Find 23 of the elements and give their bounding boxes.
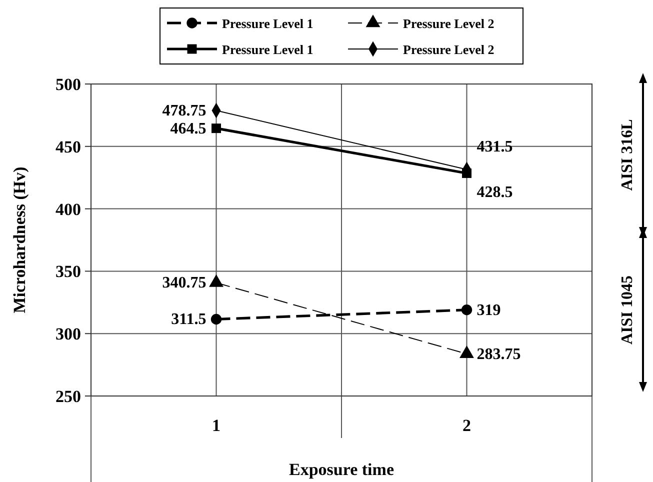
- data-label: 311.5: [171, 311, 206, 328]
- y-tick-label: 500: [56, 75, 81, 94]
- legend-label: Pressure Level 1: [222, 42, 314, 57]
- legend-label: Pressure Level 1: [222, 16, 314, 31]
- text: AISI 316L: [619, 119, 636, 191]
- y-tick-label: 450: [56, 137, 81, 156]
- data-label: 428.5: [476, 184, 513, 202]
- y-tick-label: 350: [56, 262, 81, 282]
- y-tick-label: 300: [56, 324, 81, 344]
- legend-label: Pressure Level 2: [403, 42, 494, 57]
- data-label: 283.75: [476, 346, 521, 363]
- text: AISI 1045: [619, 276, 636, 344]
- y-tick-label: 250: [56, 387, 81, 406]
- x-axis-title: Exposure time: [289, 460, 394, 479]
- x-tick-label: 2: [462, 416, 471, 435]
- legend-label: Pressure Level 2: [403, 16, 494, 31]
- y-axis-title: Microhardness (Hv): [10, 166, 29, 314]
- x-tick-label: 1: [212, 416, 220, 435]
- data-label: 478.75: [162, 102, 206, 120]
- y-tick-label: 400: [56, 200, 81, 219]
- data-label: 464.5: [170, 120, 206, 138]
- data-label: 340.75: [162, 274, 206, 292]
- data-label: 319: [476, 302, 501, 319]
